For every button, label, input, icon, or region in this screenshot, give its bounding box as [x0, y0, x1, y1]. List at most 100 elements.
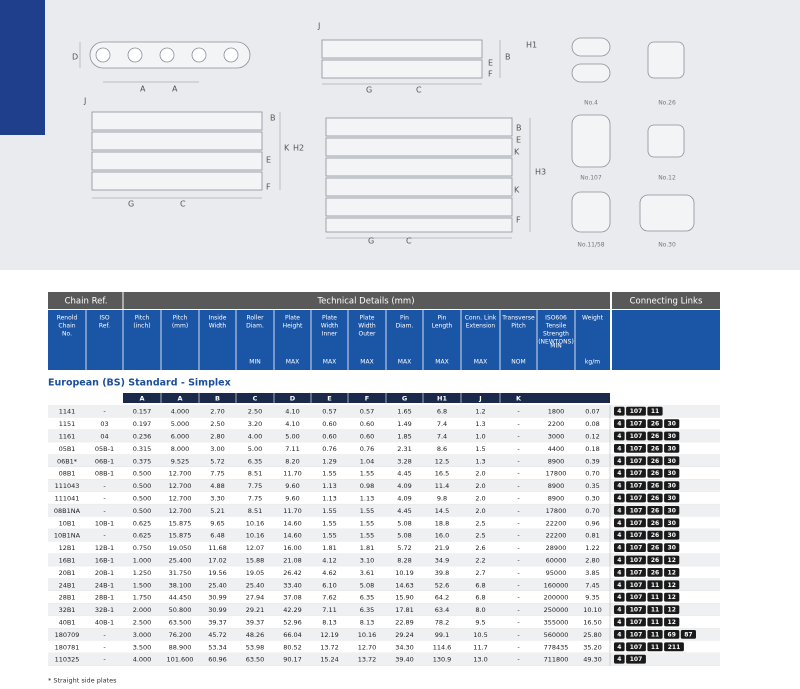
cell: 1.22 — [585, 544, 599, 552]
cell: 24B-1 — [95, 581, 114, 589]
cell: 27.94 — [246, 594, 265, 602]
cell: 05B1 — [59, 445, 76, 453]
link-badge — [614, 419, 625, 428]
cell: 12.700 — [169, 507, 192, 515]
group-header: Connecting Links — [630, 297, 703, 307]
cell: 6.35 — [360, 606, 374, 614]
link-label: 26 — [651, 495, 659, 502]
link-badge — [664, 592, 680, 602]
cell: 80.52 — [283, 643, 302, 651]
link-label: 30 — [668, 520, 676, 527]
cell: 5.08 — [397, 532, 411, 540]
link-label: 12 — [668, 569, 676, 576]
cell: 28B1 — [59, 594, 76, 602]
cell: 2.2 — [475, 557, 485, 565]
link-caption: No.26 — [658, 100, 676, 107]
cell: 14.60 — [283, 519, 302, 527]
dim-label: F — [266, 183, 271, 192]
column-header: Roller — [246, 315, 264, 322]
dim-label: E — [488, 59, 493, 68]
cell: 0.500 — [133, 482, 152, 490]
cell: 1.81 — [322, 544, 336, 552]
link-label: 11 — [651, 631, 659, 638]
cell: 42.29 — [283, 606, 302, 614]
cell: 114.6 — [433, 643, 452, 651]
cell: 1.65 — [397, 408, 411, 416]
link-badge — [647, 481, 663, 490]
link-badge — [626, 654, 646, 664]
link-badge — [647, 406, 663, 416]
cell: 9.5 — [475, 619, 485, 627]
cell: 8.0 — [475, 606, 485, 614]
link-badge — [626, 431, 646, 441]
link-badge — [647, 456, 663, 466]
column-header: Width — [321, 323, 339, 330]
cell: 6.35 — [360, 594, 374, 602]
cell: 4.09 — [397, 495, 411, 503]
cell: 6.35 — [248, 457, 262, 465]
link-label: 107 — [630, 470, 643, 477]
column-unit: MAX — [435, 359, 448, 366]
cell: 0.81 — [585, 532, 599, 540]
cell: 6.10 — [322, 581, 336, 589]
link-label: 26 — [651, 507, 659, 514]
cell: 2200 — [548, 420, 565, 428]
cell: 4.10 — [285, 408, 299, 416]
link-badge — [614, 456, 625, 466]
cell: 1.29 — [322, 457, 336, 465]
link-badge — [664, 568, 680, 577]
cell: 16B-1 — [95, 557, 114, 565]
cell: 0.157 — [133, 408, 152, 416]
cell: 110325 — [55, 656, 80, 664]
link-label: 107 — [630, 507, 643, 514]
cell: 1.55 — [360, 470, 374, 478]
cell: 1.55 — [322, 507, 336, 515]
cell: 06B-1 — [95, 457, 114, 465]
cell: 11.70 — [283, 470, 302, 478]
cell: 37.08 — [283, 594, 302, 602]
link-label: 4 — [617, 520, 621, 527]
cell: 10.16 — [358, 631, 377, 639]
link-badge — [664, 605, 680, 614]
cell: 0.750 — [133, 544, 152, 552]
cell: 5.21 — [210, 507, 224, 515]
cell: 6.48 — [210, 532, 224, 540]
dim-label: A — [140, 85, 146, 94]
cell: 4.10 — [285, 420, 299, 428]
cell: 7.11 — [322, 606, 336, 614]
row-bg — [48, 603, 720, 616]
cell: 19.56 — [208, 569, 227, 577]
group-header: Technical Details (mm) — [316, 297, 414, 307]
link-badge — [664, 543, 680, 552]
cell: 12.700 — [169, 495, 192, 503]
cell: 16.0 — [435, 532, 449, 540]
link-label: 11 — [651, 408, 659, 415]
cell: 0.76 — [322, 445, 336, 453]
cell: 30.99 — [208, 594, 227, 602]
cell: 2.70 — [210, 408, 224, 416]
cell: 4.45 — [397, 470, 411, 478]
cell: 44.450 — [169, 594, 192, 602]
column-header: Width — [358, 323, 376, 330]
dim-label: B — [516, 124, 522, 133]
cell: 95000 — [546, 569, 567, 577]
cell: 13.0 — [473, 656, 487, 664]
cell: 0.07 — [585, 408, 599, 416]
link-label: 11 — [651, 582, 659, 589]
link-badge — [626, 605, 646, 614]
link-label: 11 — [651, 594, 659, 601]
cell: 1.55 — [322, 519, 336, 527]
link-label: 12 — [668, 594, 676, 601]
cell: 33.40 — [283, 581, 302, 589]
cell: 8.13 — [360, 619, 374, 627]
cell: 7.4 — [437, 420, 447, 428]
dim-label: C — [406, 237, 412, 246]
cell: - — [103, 507, 106, 515]
column-unit: NOM — [511, 359, 525, 366]
letter-row-bg — [123, 393, 610, 403]
dim-label: E — [516, 136, 521, 145]
row-bg — [48, 529, 720, 542]
cell: 5.72 — [397, 544, 411, 552]
cell: 8900 — [548, 495, 565, 503]
link-badge — [647, 419, 663, 428]
